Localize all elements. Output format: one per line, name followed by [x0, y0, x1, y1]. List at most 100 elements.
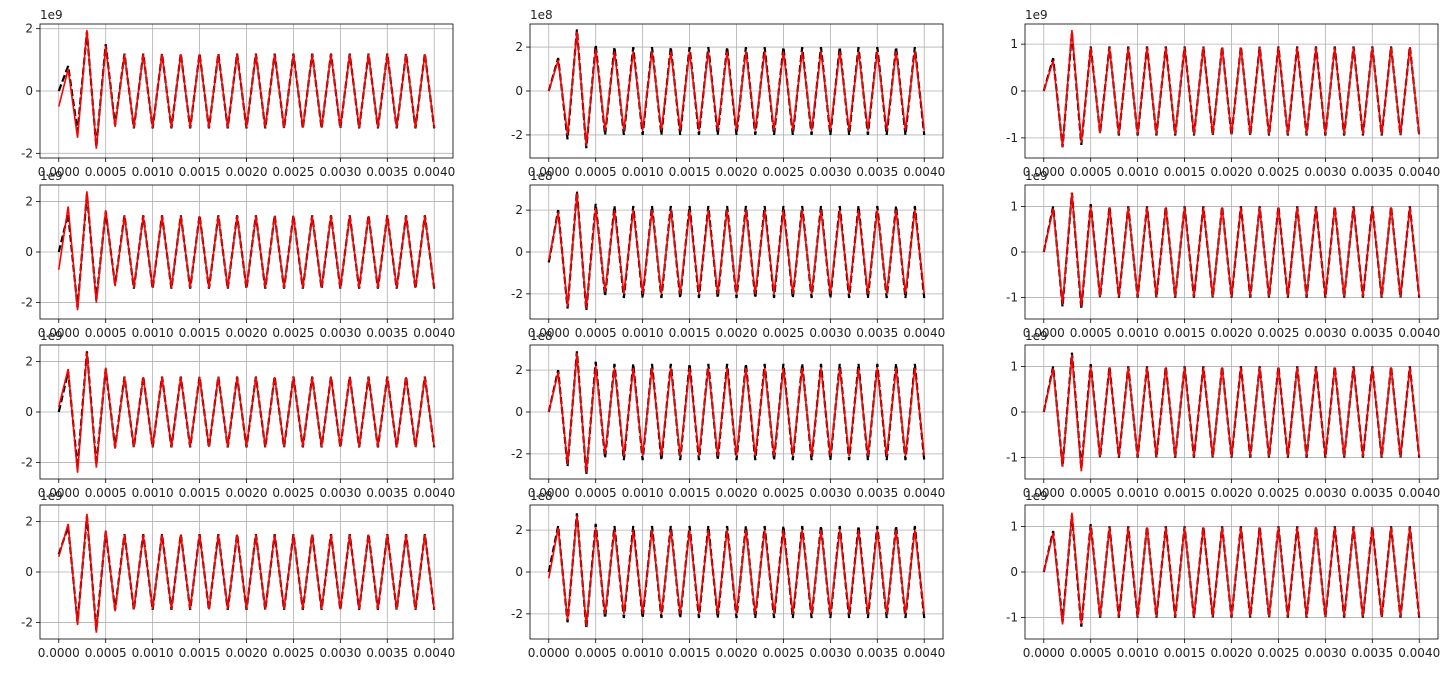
axes-frame: [529, 504, 944, 640]
y-tick-label: 1: [1010, 519, 1018, 533]
y-tick-label: 0: [25, 245, 33, 259]
x-tick-label: 0.0030: [319, 326, 361, 340]
series-line: [1043, 30, 1421, 148]
x-tick-label: 0.0010: [622, 646, 664, 660]
x-tick-label: 0.0010: [1117, 165, 1159, 179]
x-tick-label: 0.0025: [762, 165, 804, 179]
offset-label: 1e9: [1025, 8, 1048, 22]
plot-area: [1042, 192, 1421, 310]
y-tick-label: -1: [1006, 611, 1018, 625]
y-tick-label: 0: [1010, 405, 1018, 419]
x-tick-label: 0.0020: [716, 326, 758, 340]
y-tick-label: 2: [25, 194, 33, 208]
x-tick-label: 0.0025: [272, 486, 314, 500]
y-tick-label: 2: [515, 40, 523, 54]
x-tick-label: 0.0005: [85, 326, 127, 340]
subplot: 0.0000 0.0005 0.0010 0.0015 0.0020 0.0025 0.00…: [1006, 329, 1440, 500]
x-tick-label: 0.0040: [903, 646, 945, 660]
x-tick-label: 0.0035: [856, 326, 898, 340]
x-tick-label: 0.0010: [622, 486, 664, 500]
x-tick-label: 0.0000: [38, 165, 80, 179]
subplot: 0.0000 0.0005 0.0010 0.0015 0.0020 0.0025 0.00…: [511, 169, 945, 340]
subplot: 0.0000 0.0005 0.0010 0.0015 0.0020 0.0025 0.00…: [511, 329, 945, 500]
x-tick-label: 0.0020: [1211, 326, 1253, 340]
x-tick-label: 0.0005: [85, 646, 127, 660]
x-tick-label: 0.0040: [903, 486, 945, 500]
subplot: 0.0000 0.0005 0.0010 0.0015 0.0020 0.0025 0.00…: [1006, 169, 1440, 340]
axes-frame: [529, 184, 944, 320]
subplot: 0.0000 0.0005 0.0010 0.0015 0.0020 0.0025 0.00…: [1006, 489, 1440, 660]
y-tick-label: 0: [1010, 245, 1018, 259]
x-tick-label: 0.0015: [669, 326, 711, 340]
y-tick-label: 2: [25, 22, 33, 36]
x-tick-label: 0.0020: [226, 486, 268, 500]
x-tick-label: 0.0040: [1398, 486, 1440, 500]
x-tick-label: 0.0030: [1304, 165, 1346, 179]
plot-area: [57, 351, 436, 473]
plot-area: [547, 513, 926, 629]
y-tick-label: 0: [25, 565, 33, 579]
x-tick-label: 0.0010: [1117, 326, 1159, 340]
x-tick-label: 0.0035: [1351, 486, 1393, 500]
series-line: [547, 353, 926, 473]
x-tick-label: 0.0025: [762, 486, 804, 500]
subplot: 0.0000 0.0005 0.0010 0.0015 0.0020 0.0025 0.00…: [511, 489, 945, 660]
axes-frame: [1024, 504, 1439, 640]
series-line: [58, 513, 436, 633]
x-tick-label: 0.0030: [319, 165, 361, 179]
x-tick-label: 0.0010: [132, 165, 174, 179]
y-tick-label: -2: [511, 607, 523, 621]
series-line: [547, 193, 926, 309]
x-tick-label: 0.0025: [1257, 646, 1299, 660]
subplot: 0.0000 0.0005 0.0010 0.0015 0.0020 0.0025 0.00…: [511, 8, 945, 179]
x-tick-label: 0.0035: [856, 486, 898, 500]
x-tick-label: 0.0015: [1164, 326, 1206, 340]
x-tick-label: 0.0000: [528, 486, 570, 500]
axes-frame: [1024, 23, 1439, 159]
x-tick-label: 0.0020: [716, 165, 758, 179]
y-tick-label: 0: [515, 84, 523, 98]
axes-frame: [1024, 184, 1439, 320]
x-tick-label: 0.0010: [1117, 646, 1159, 660]
x-tick-label: 0.0015: [179, 646, 221, 660]
x-tick-label: 0.0010: [622, 326, 664, 340]
y-tick-label: -1: [1006, 451, 1018, 465]
plot-area: [1042, 512, 1421, 627]
offset-label: 1e9: [40, 8, 63, 22]
series-line: [548, 31, 926, 146]
axes-frame: [39, 344, 454, 480]
plot-area: [57, 191, 436, 311]
offset-label: 1e9: [40, 489, 63, 503]
y-tick-label: -2: [21, 296, 33, 310]
x-tick-label: 0.0025: [1257, 486, 1299, 500]
y-tick-label: 0: [515, 245, 523, 259]
subplot: 0.0000 0.0005 0.0010 0.0015 0.0020 0.0025 0.00…: [21, 489, 455, 660]
x-tick-label: 0.0010: [1117, 486, 1159, 500]
y-tick-label: 2: [515, 203, 523, 217]
x-tick-label: 0.0010: [622, 165, 664, 179]
x-tick-label: 0.0030: [809, 326, 851, 340]
x-tick-label: 0.0005: [1070, 486, 1112, 500]
axes-frame: [39, 23, 454, 159]
x-tick-label: 0.0025: [1257, 165, 1299, 179]
x-tick-label: 0.0000: [528, 165, 570, 179]
x-tick-label: 0.0030: [319, 646, 361, 660]
x-tick-label: 0.0010: [132, 646, 174, 660]
x-tick-label: 0.0000: [1023, 165, 1065, 179]
x-tick-label: 0.0020: [1211, 486, 1253, 500]
x-tick-label: 0.0025: [272, 646, 314, 660]
series-line: [1042, 192, 1421, 307]
offset-label: 1e8: [530, 8, 553, 22]
offset-label: 1e8: [530, 329, 553, 343]
x-tick-label: 0.0040: [1398, 165, 1440, 179]
x-tick-label: 0.0000: [38, 646, 80, 660]
x-tick-label: 0.0015: [1164, 486, 1206, 500]
y-tick-label: -2: [511, 128, 523, 142]
series-line: [547, 191, 926, 311]
plot-area: [547, 191, 926, 311]
x-tick-label: 0.0035: [1351, 646, 1393, 660]
plot-area: [57, 513, 436, 633]
x-tick-label: 0.0020: [226, 165, 268, 179]
y-tick-label: 1: [1010, 37, 1018, 51]
axes-frame: [1024, 344, 1439, 480]
